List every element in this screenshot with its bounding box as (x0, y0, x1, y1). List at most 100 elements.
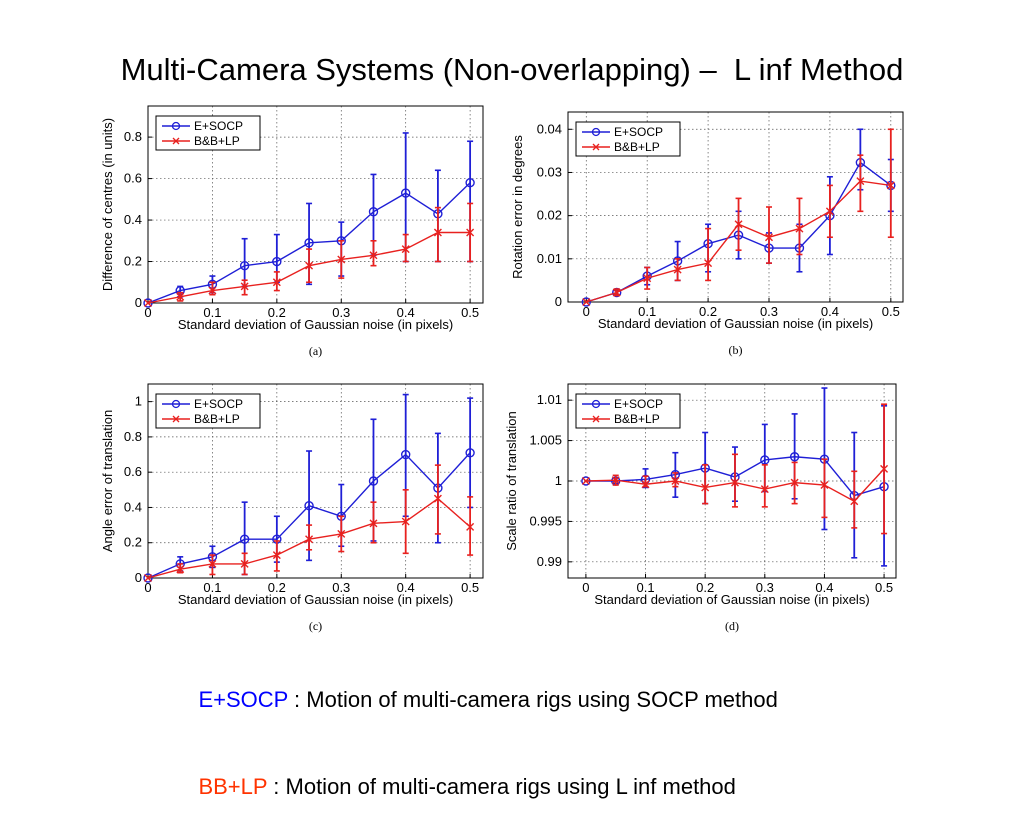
series-line (147, 452, 471, 579)
marker-stroke (671, 477, 680, 485)
data-point (176, 565, 185, 574)
legend-label: E+SOCP (194, 119, 243, 133)
marker-stroke (466, 522, 475, 531)
legend-box (575, 121, 681, 157)
x-tick-label: 0.5 (461, 305, 479, 320)
data-point (820, 481, 829, 490)
data-point (730, 478, 739, 487)
marker-stroke (337, 255, 346, 264)
data-point (208, 559, 217, 568)
data-point (208, 286, 217, 295)
marker-stroke (433, 228, 442, 237)
x-tick-label: 0.2 (696, 580, 714, 595)
y-tick-label: 1 (135, 394, 142, 409)
chart-svg-b: 0 0.1 0.2 0.3 0.4 0.5 0 0.01 0.02 0.03 0.04 Standar… (510, 111, 904, 357)
y-tick-label: 0.6 (124, 171, 142, 186)
data-point (368, 476, 379, 486)
y-tick-label: 0.2 (124, 254, 142, 269)
legend-marker (591, 399, 601, 409)
x-tick-label: 0.1 (203, 580, 221, 595)
y-tick-label: 1.005 (529, 433, 562, 448)
series-bb-lp (144, 202, 475, 307)
data-point (795, 224, 804, 233)
marker-stroke (612, 288, 621, 297)
x-tick-label: 0.5 (461, 580, 479, 595)
subfigure-caption: (a) (309, 344, 322, 358)
data-point (369, 251, 378, 260)
data-point (272, 256, 282, 267)
x-tick-label: 0.5 (875, 580, 893, 595)
series-bb-lp (581, 403, 889, 535)
data-point (641, 480, 650, 489)
marker-stroke (466, 228, 475, 237)
marker-stroke (795, 224, 804, 233)
footer-desc-bb-lp: : Motion of multi-camera rigs using L in… (267, 774, 736, 799)
x-tick-label: 0.3 (756, 580, 774, 595)
data-point (581, 477, 590, 485)
footer-term-bb-lp: BB+LP (198, 774, 268, 799)
x-tick-label: 0 (144, 305, 151, 320)
y-tick-label: 0.995 (529, 513, 562, 528)
marker-stroke (208, 559, 217, 568)
marker-stroke (856, 177, 865, 186)
data-point (856, 177, 865, 186)
chart-panel-c: 0 0.1 0.2 0.3 0.4 0.5 0 0.2 0.4 0.6 0.8 1 Standard d… (96, 380, 495, 654)
legend-marker (172, 415, 180, 423)
marker-stroke (305, 261, 314, 270)
data-point (272, 278, 281, 287)
legend-marker (171, 399, 181, 409)
data-point (886, 181, 895, 190)
y-tick-label: 1.01 (537, 392, 562, 407)
data-point (671, 477, 680, 485)
marker-stroke (765, 233, 773, 242)
marker-stroke (176, 565, 185, 574)
y-axis-label: Rotation error in degrees (510, 135, 525, 279)
data-point (400, 449, 411, 460)
marker-stroke (305, 535, 314, 544)
data-point (612, 288, 621, 297)
data-point (143, 298, 153, 308)
marker-stroke (272, 551, 281, 560)
x-tick-label: 0.4 (397, 580, 415, 595)
x-tick-label: 0.2 (268, 580, 286, 595)
marker-stroke (643, 274, 652, 283)
legend-label: B&B+LP (614, 412, 660, 426)
y-tick-label: 0.02 (537, 208, 562, 223)
chart-panel-d: 0 0.1 0.2 0.3 0.4 0.5 0.99 0.995 1 1.005 1.01 Stand… (500, 380, 908, 654)
y-tick-label: 0.6 (124, 464, 142, 479)
marker-stroke (337, 529, 346, 538)
x-tick-label: 0.2 (699, 304, 717, 319)
data-point (765, 233, 773, 242)
footer-term-e-socp: E+SOCP (198, 687, 288, 712)
data-point (305, 261, 314, 270)
data-point (850, 497, 859, 506)
legend-marker (592, 415, 600, 423)
data-point (465, 178, 475, 188)
marker-stroke (701, 483, 710, 492)
marker-stroke (673, 265, 682, 274)
marker-stroke (820, 481, 829, 490)
marker-stroke (825, 207, 834, 216)
marker-stroke (240, 559, 249, 568)
marker-stroke (704, 259, 713, 268)
chart-svg-a: 0 0.1 0.2 0.3 0.4 0.5 0 0.2 0.4 0.6 0.8 Standard de… (100, 105, 484, 358)
data-point (176, 292, 185, 301)
marker-stroke (734, 220, 743, 229)
marker-stroke (611, 476, 620, 485)
x-tick-label: 0 (144, 580, 151, 595)
x-tick-label: 0 (582, 580, 589, 595)
y-tick-label: 0.2 (124, 535, 142, 550)
marker-stroke (176, 292, 185, 301)
y-axis-label: Scale ratio of translation (504, 411, 519, 550)
chart-svg-c: 0 0.1 0.2 0.3 0.4 0.5 0 0.2 0.4 0.6 0.8 1 Standard d… (100, 383, 484, 633)
y-tick-label: 0.01 (537, 251, 562, 266)
x-tick-label: 0.1 (638, 304, 656, 319)
data-point (433, 494, 442, 503)
data-point (240, 559, 249, 568)
data-point (760, 485, 769, 494)
x-tick-label: 0.3 (332, 580, 350, 595)
plot-frame (147, 383, 484, 579)
data-point (239, 260, 250, 271)
